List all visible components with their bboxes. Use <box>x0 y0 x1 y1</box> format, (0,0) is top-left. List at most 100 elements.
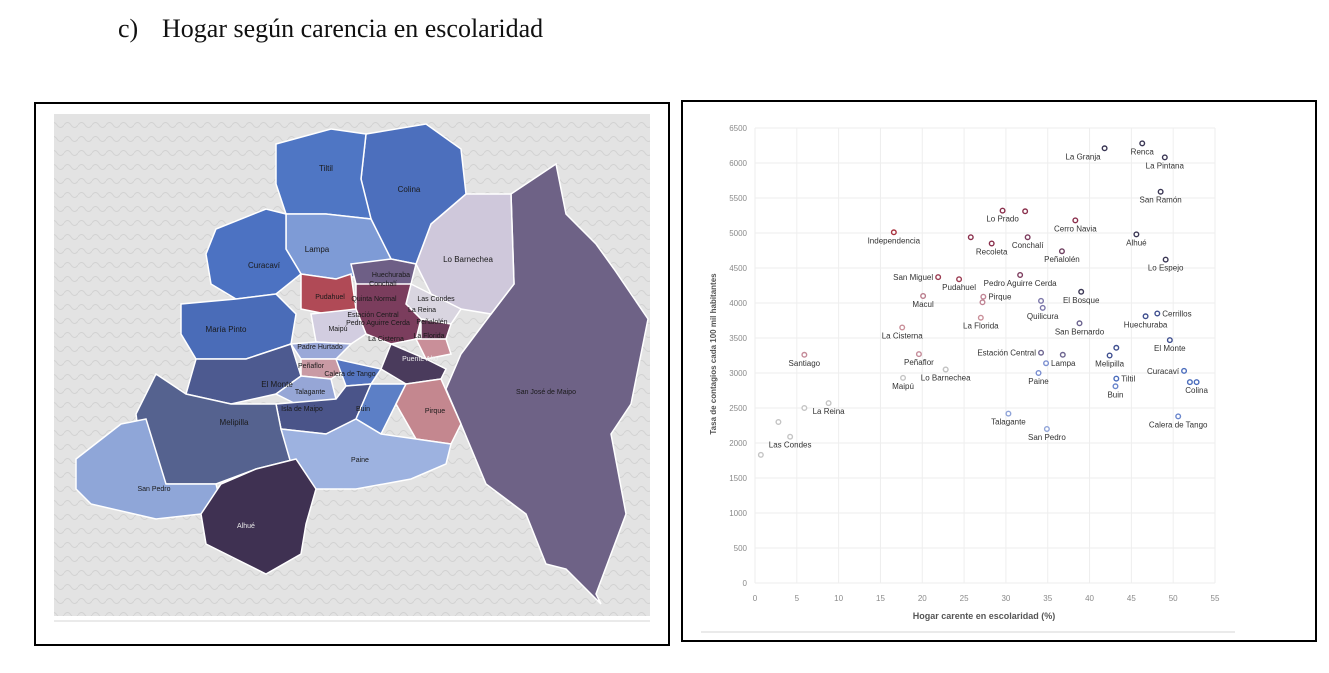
map-label-san-jose-de-maipo: San José de Maipo <box>516 389 576 396</box>
scatter-point[interactable] <box>1175 413 1182 420</box>
x-tick-label: 40 <box>1085 594 1094 603</box>
x-tick-label: 45 <box>1127 594 1136 603</box>
y-tick-label: 6500 <box>729 124 747 133</box>
map-label-estacion-central: Estación Central <box>347 312 399 319</box>
scatter-point[interactable] <box>1157 188 1164 195</box>
scatter-point[interactable] <box>757 451 764 458</box>
region-shape-san-jose-de-maipo[interactable] <box>445 162 649 605</box>
map-label-penaflor: Peñaflor <box>298 363 325 370</box>
scatter-point[interactable] <box>900 374 907 381</box>
region-shape-penaflor[interactable] <box>300 358 348 380</box>
scatter-point[interactable] <box>1022 208 1029 215</box>
scatter-point[interactable] <box>1039 304 1046 311</box>
scatter-point[interactable] <box>1181 367 1188 374</box>
scatter-point[interactable] <box>1005 410 1012 417</box>
scatter-point[interactable] <box>988 240 995 247</box>
region-shape-tiltil[interactable] <box>275 128 372 220</box>
scatter-point[interactable] <box>980 293 987 300</box>
point-label: Independencia <box>868 236 921 245</box>
scatter-chart[interactable]: 0500100015002000250030003500400045005000… <box>683 102 1315 640</box>
chart-ticks: 0500100015002000250030003500400045005000… <box>729 124 1220 603</box>
point-label: Lo Prado <box>986 215 1019 224</box>
map-panel: Tiltil Colina Lampa Curacaví Lo Barneche… <box>34 102 670 646</box>
scatter-point[interactable] <box>1076 320 1083 327</box>
point-label: Maipú <box>892 382 914 391</box>
point-label: Peñaflor <box>904 358 934 367</box>
scatter-point[interactable] <box>935 274 942 281</box>
y-tick-label: 5000 <box>729 229 747 238</box>
x-axis-label: Hogar carente en escolaridad (%) <box>913 611 1056 621</box>
scatter-point[interactable] <box>956 276 963 283</box>
x-tick-label: 55 <box>1211 594 1220 603</box>
point-label: Estación Central <box>977 349 1036 358</box>
chart-point-labels: La Granja Renca La Pintana San Ramón Lo Prad… <box>769 147 1209 449</box>
scatter-point[interactable] <box>999 207 1006 214</box>
scatter-point[interactable] <box>1035 370 1042 377</box>
map-label-colina: Colina <box>398 185 421 194</box>
scatter-point[interactable] <box>1106 352 1113 359</box>
scatter-point[interactable] <box>1101 145 1108 152</box>
scatter-point[interactable] <box>1112 383 1119 390</box>
scatter-point[interactable] <box>1139 140 1146 147</box>
region-shape-maipu[interactable] <box>310 308 367 345</box>
scatter-point[interactable] <box>920 292 927 299</box>
scatter-point[interactable] <box>1154 310 1161 317</box>
scatter-point[interactable] <box>1193 379 1200 386</box>
scatter-point[interactable] <box>801 405 808 412</box>
scatter-point[interactable] <box>1038 349 1045 356</box>
scatter-point[interactable] <box>1038 297 1045 304</box>
point-label: Quilicura <box>1027 312 1059 321</box>
map-label-pirque: Pirque <box>425 408 445 415</box>
scatter-point[interactable] <box>825 400 832 407</box>
scatter-point[interactable] <box>967 234 974 241</box>
scatter-point[interactable] <box>979 299 986 306</box>
scatter-point[interactable] <box>1166 337 1173 344</box>
x-tick-label: 20 <box>918 594 927 603</box>
scatter-point[interactable] <box>1017 271 1024 278</box>
scatter-point[interactable] <box>899 324 906 331</box>
x-tick-label: 35 <box>1043 594 1052 603</box>
scatter-point[interactable] <box>1133 231 1140 238</box>
scatter-point[interactable] <box>1162 256 1169 263</box>
y-tick-label: 2000 <box>729 439 747 448</box>
scatter-point[interactable] <box>1058 248 1065 255</box>
point-label: Macul <box>912 300 934 309</box>
scatter-point[interactable] <box>775 419 782 426</box>
point-label: La Pintana <box>1146 161 1185 170</box>
scatter-point[interactable] <box>890 229 897 236</box>
scatter-point[interactable] <box>1113 344 1120 351</box>
scatter-point[interactable] <box>1043 360 1050 367</box>
scatter-point[interactable] <box>942 366 949 373</box>
scatter-point[interactable] <box>1113 375 1120 382</box>
scatter-point[interactable] <box>1161 154 1168 161</box>
point-label: Curacaví <box>1147 367 1180 376</box>
scatter-point[interactable] <box>1043 426 1050 433</box>
scatter-point[interactable] <box>1078 288 1085 295</box>
region-shape-curacavi[interactable] <box>205 208 302 300</box>
region-shape-la-florida[interactable] <box>414 338 452 360</box>
scatter-point[interactable] <box>1072 217 1079 224</box>
point-label: Buin <box>1107 390 1123 399</box>
region-shape-lo-barnechea[interactable] <box>415 193 515 315</box>
point-label: San Bernardo <box>1055 327 1105 336</box>
scatter-point[interactable] <box>1024 234 1031 241</box>
scatter-point[interactable] <box>915 351 922 358</box>
map-label-conchali: Conchalí <box>369 281 397 288</box>
scatter-point[interactable] <box>801 351 808 358</box>
scatter-point[interactable] <box>1059 351 1066 358</box>
scatter-point[interactable] <box>1186 379 1193 386</box>
point-label: Cerro Navia <box>1054 224 1097 233</box>
point-label: Peñalolén <box>1044 255 1080 264</box>
choropleth-map[interactable]: Tiltil Colina Lampa Curacaví Lo Barneche… <box>36 104 668 644</box>
scatter-point[interactable] <box>1142 313 1149 320</box>
region-shape-padre-hurtado[interactable] <box>289 341 353 360</box>
y-tick-label: 6000 <box>729 159 747 168</box>
map-label-quinta-normal: Quinta Normal <box>351 296 397 303</box>
chart-points[interactable] <box>757 140 1200 458</box>
x-tick-label: 5 <box>795 594 800 603</box>
scatter-point[interactable] <box>787 433 794 440</box>
scatter-point[interactable] <box>977 314 984 321</box>
y-tick-label: 5500 <box>729 194 747 203</box>
region-shape-alhue[interactable] <box>200 458 317 575</box>
point-label: Alhué <box>1126 238 1147 247</box>
